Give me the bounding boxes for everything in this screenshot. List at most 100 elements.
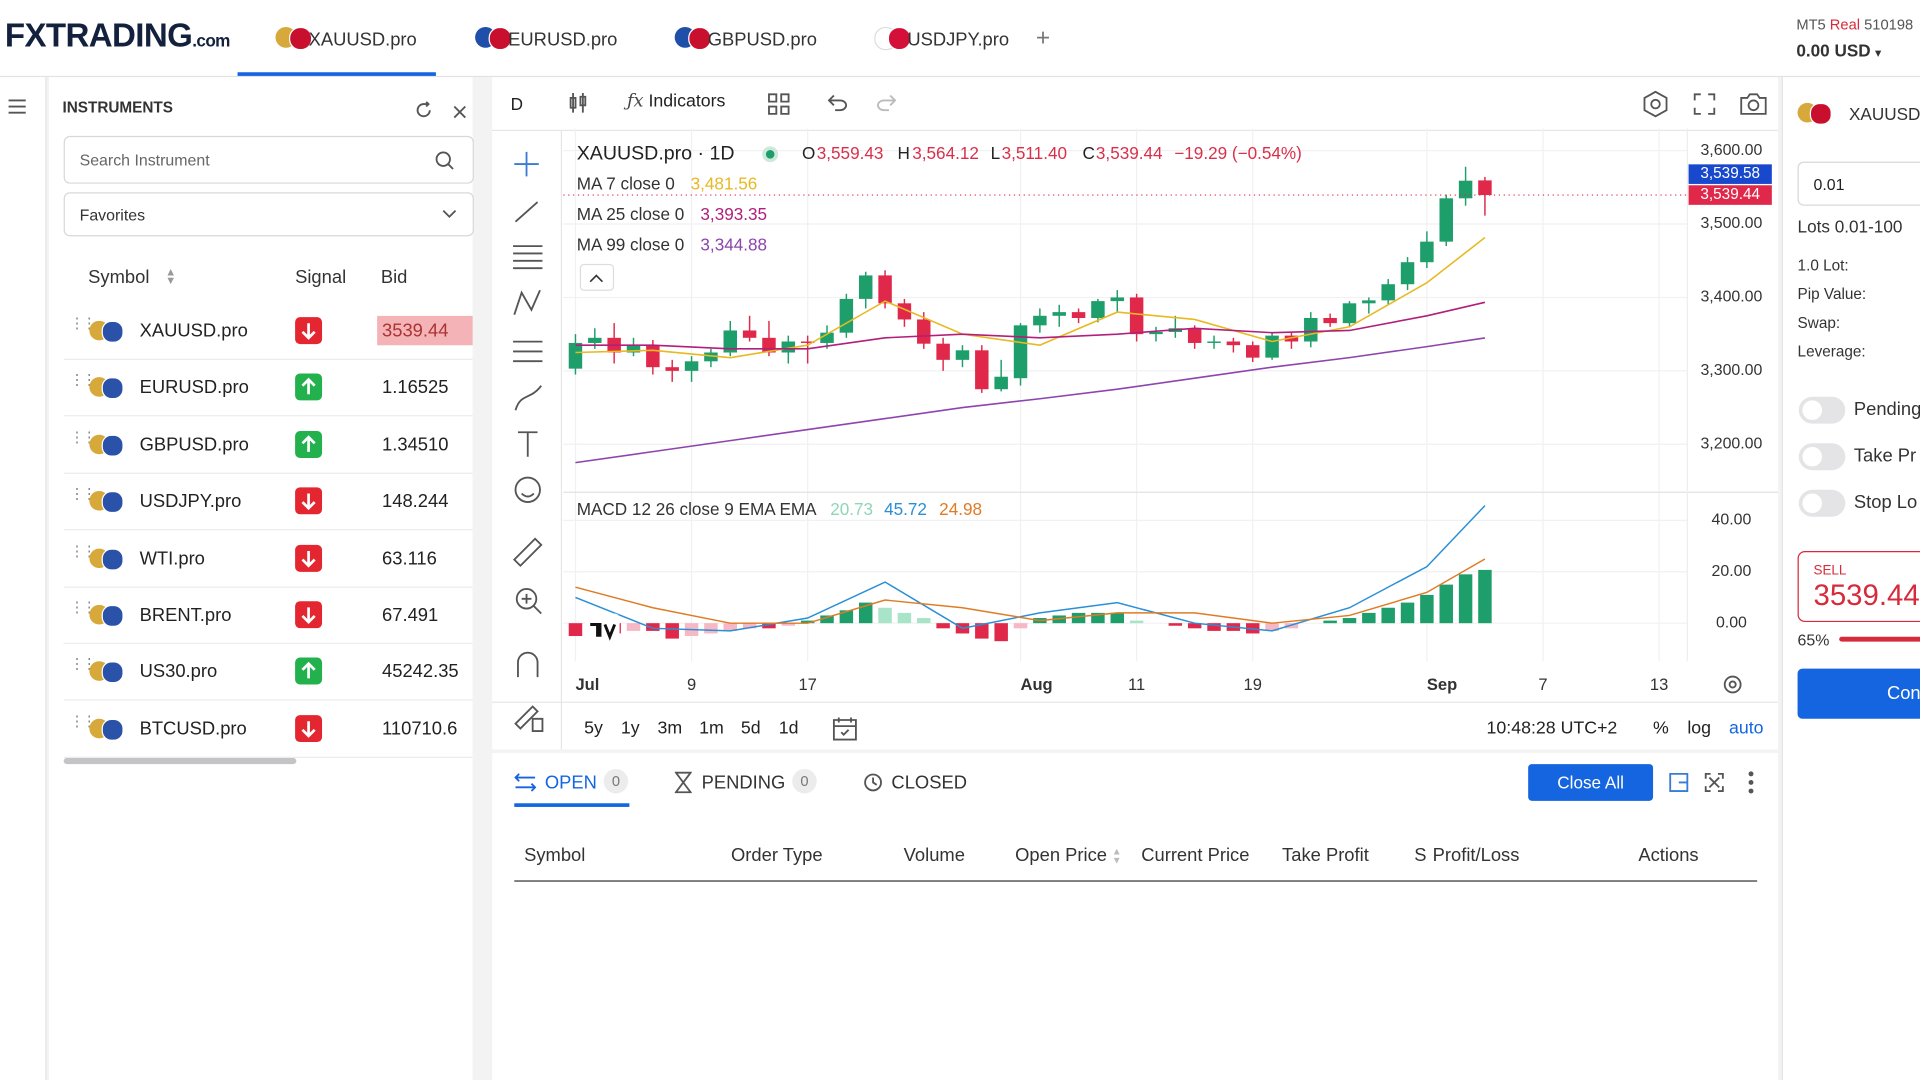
column-header[interactable]: Bid <box>380 266 408 288</box>
trade-tab[interactable]: OPEN <box>544 772 597 794</box>
toggle[interactable] <box>1798 443 1846 471</box>
trade-column[interactable]: Order Type <box>731 844 823 866</box>
toggle[interactable] <box>1798 489 1846 517</box>
interval[interactable]: D <box>510 94 524 114</box>
scale-option[interactable]: log <box>1687 718 1712 739</box>
menu-icon[interactable] <box>7 98 27 115</box>
trade-column[interactable]: Symbol <box>524 844 586 866</box>
trade-column[interactable]: S <box>1414 844 1427 866</box>
info-label: Swap: <box>1797 314 1841 332</box>
snapshot-icon[interactable] <box>1740 92 1767 115</box>
sell-price: 3539.44 <box>1813 579 1920 613</box>
logo-suffix: .com <box>192 30 230 51</box>
indicators-label: Indicators <box>648 91 726 112</box>
balance[interactable]: 0.00 USD ▾ <box>1796 40 1881 60</box>
timeframe[interactable]: 1m <box>699 718 724 739</box>
signal <box>295 714 323 742</box>
sort-icon[interactable]: ▲ ▼ <box>1111 846 1122 866</box>
lots-input[interactable]: 0.01 <box>1797 161 1920 206</box>
undo-icon[interactable] <box>827 94 848 112</box>
instrument-row[interactable]: ⋮⋮ BTCUSD.pro 110710.6 <box>63 700 473 758</box>
signal <box>295 430 323 458</box>
layout-toggle-icon[interactable] <box>1669 772 1689 793</box>
signal <box>295 601 323 629</box>
timeframe[interactable]: 1y <box>620 718 640 739</box>
layout-icon[interactable] <box>768 93 790 115</box>
flag-b <box>887 26 912 51</box>
flag-b <box>288 26 313 51</box>
instruments-panel: INSTRUMENTS <box>48 77 473 1080</box>
trade-column[interactable]: Actions <box>1638 844 1699 866</box>
open-icon <box>514 773 537 792</box>
settings-icon[interactable] <box>1642 90 1669 118</box>
flag-b <box>101 604 124 627</box>
instrument-row[interactable]: ⋮⋮ WTI.pro 63.116 <box>63 530 473 588</box>
tab-label[interactable]: USDJPY.pro <box>907 29 1010 51</box>
redo-icon[interactable] <box>877 94 897 112</box>
trade-tab[interactable]: PENDING <box>701 772 786 794</box>
instrument-row[interactable]: ⋮⋮ BRENT.pro 67.491 <box>63 587 473 645</box>
filter-select[interactable]: Favorites <box>63 192 474 237</box>
tab-label[interactable]: GBPUSD.pro <box>707 29 817 51</box>
more-icon[interactable] <box>1747 770 1754 794</box>
lots-range: Lots 0.01-100 <box>1797 216 1903 237</box>
toolbar-divider <box>492 129 1778 132</box>
sort-icon[interactable]: ▲ ▼ <box>165 265 177 287</box>
timeframe[interactable]: 1d <box>778 718 799 739</box>
trade-column[interactable]: Open Price <box>1015 844 1107 866</box>
trade-tab[interactable]: CLOSED <box>891 772 967 794</box>
indicators-button[interactable]: ƒx Indicators <box>626 91 726 112</box>
logo-text: FXTRADING <box>4 17 193 54</box>
sentiment-percent: 65% <box>1797 630 1830 649</box>
tab-count: 0 <box>792 768 817 794</box>
symbol: GBPUSD.pro <box>139 434 249 456</box>
instrument-row[interactable]: ⋮⋮ USDJPY.pro 148.244 <box>63 473 473 531</box>
sell-button[interactable]: SELL 3539.44 <box>1797 551 1920 623</box>
order-symbol: XAUUSD <box>1848 104 1920 124</box>
scale-option[interactable]: auto <box>1728 718 1764 739</box>
expand-icon[interactable] <box>1704 772 1724 793</box>
timeframe[interactable]: 5d <box>740 718 761 739</box>
tab-flag <box>674 26 712 51</box>
trade-column[interactable]: Current Price <box>1141 844 1250 866</box>
fullscreen-icon[interactable] <box>1693 93 1716 115</box>
add-tab[interactable]: + <box>1035 24 1051 52</box>
account-number: 510198 <box>1864 15 1914 34</box>
trade-column[interactable]: Take Profit <box>1282 844 1369 866</box>
close-icon[interactable] <box>453 105 466 119</box>
date-range-icon[interactable] <box>832 716 857 741</box>
logo[interactable]: FXTRADING.com <box>4 17 231 55</box>
instrument-row[interactable]: ⋮⋮ GBPUSD.pro 1.34510 <box>63 416 473 474</box>
order-flag <box>1797 102 1835 125</box>
refresh-icon[interactable] <box>415 101 432 119</box>
trade-column[interactable]: Volume <box>903 844 965 866</box>
bid-highlight <box>377 315 473 346</box>
signal <box>295 658 323 685</box>
timebar-divider <box>492 701 1778 703</box>
timeframe[interactable]: 3m <box>657 718 683 739</box>
symbol: BTCUSD.pro <box>139 718 247 740</box>
scale-option[interactable]: % <box>1653 718 1669 739</box>
drawing-tools[interactable] <box>511 148 548 748</box>
flag-b <box>101 377 124 400</box>
instrument-row[interactable]: ⋮⋮ US30.pro 45242.35 <box>63 643 473 701</box>
symbol: BRENT.pro <box>139 604 232 626</box>
column-header[interactable]: Signal <box>295 266 347 288</box>
account-line: MT5 Real 510198 <box>1796 16 1913 33</box>
scrollbar[interactable] <box>63 757 297 765</box>
scale-settings-icon[interactable] <box>1723 675 1743 695</box>
close-all-button[interactable]: Close All <box>1528 764 1654 801</box>
timeframe[interactable]: 5y <box>584 718 603 739</box>
tab-label[interactable]: XAUUSD.pro <box>308 29 417 51</box>
trade-column[interactable]: Profit/Loss <box>1432 844 1520 866</box>
instrument-row[interactable]: ⋮⋮ XAUUSD.pro 3539.44 <box>63 302 473 360</box>
column-header[interactable]: Symbol <box>88 266 150 288</box>
tab-label[interactable]: EURUSD.pro <box>508 29 618 51</box>
confirm-button[interactable]: Con <box>1797 668 1920 719</box>
bid: 67.491 <box>382 604 439 626</box>
flag-b <box>101 434 124 457</box>
chart-type-icon[interactable] <box>567 92 589 114</box>
search-box[interactable]: Search Instrument <box>63 135 474 184</box>
instrument-row[interactable]: ⋮⋮ EURUSD.pro 1.16525 <box>63 359 473 417</box>
toggle[interactable] <box>1798 396 1846 424</box>
